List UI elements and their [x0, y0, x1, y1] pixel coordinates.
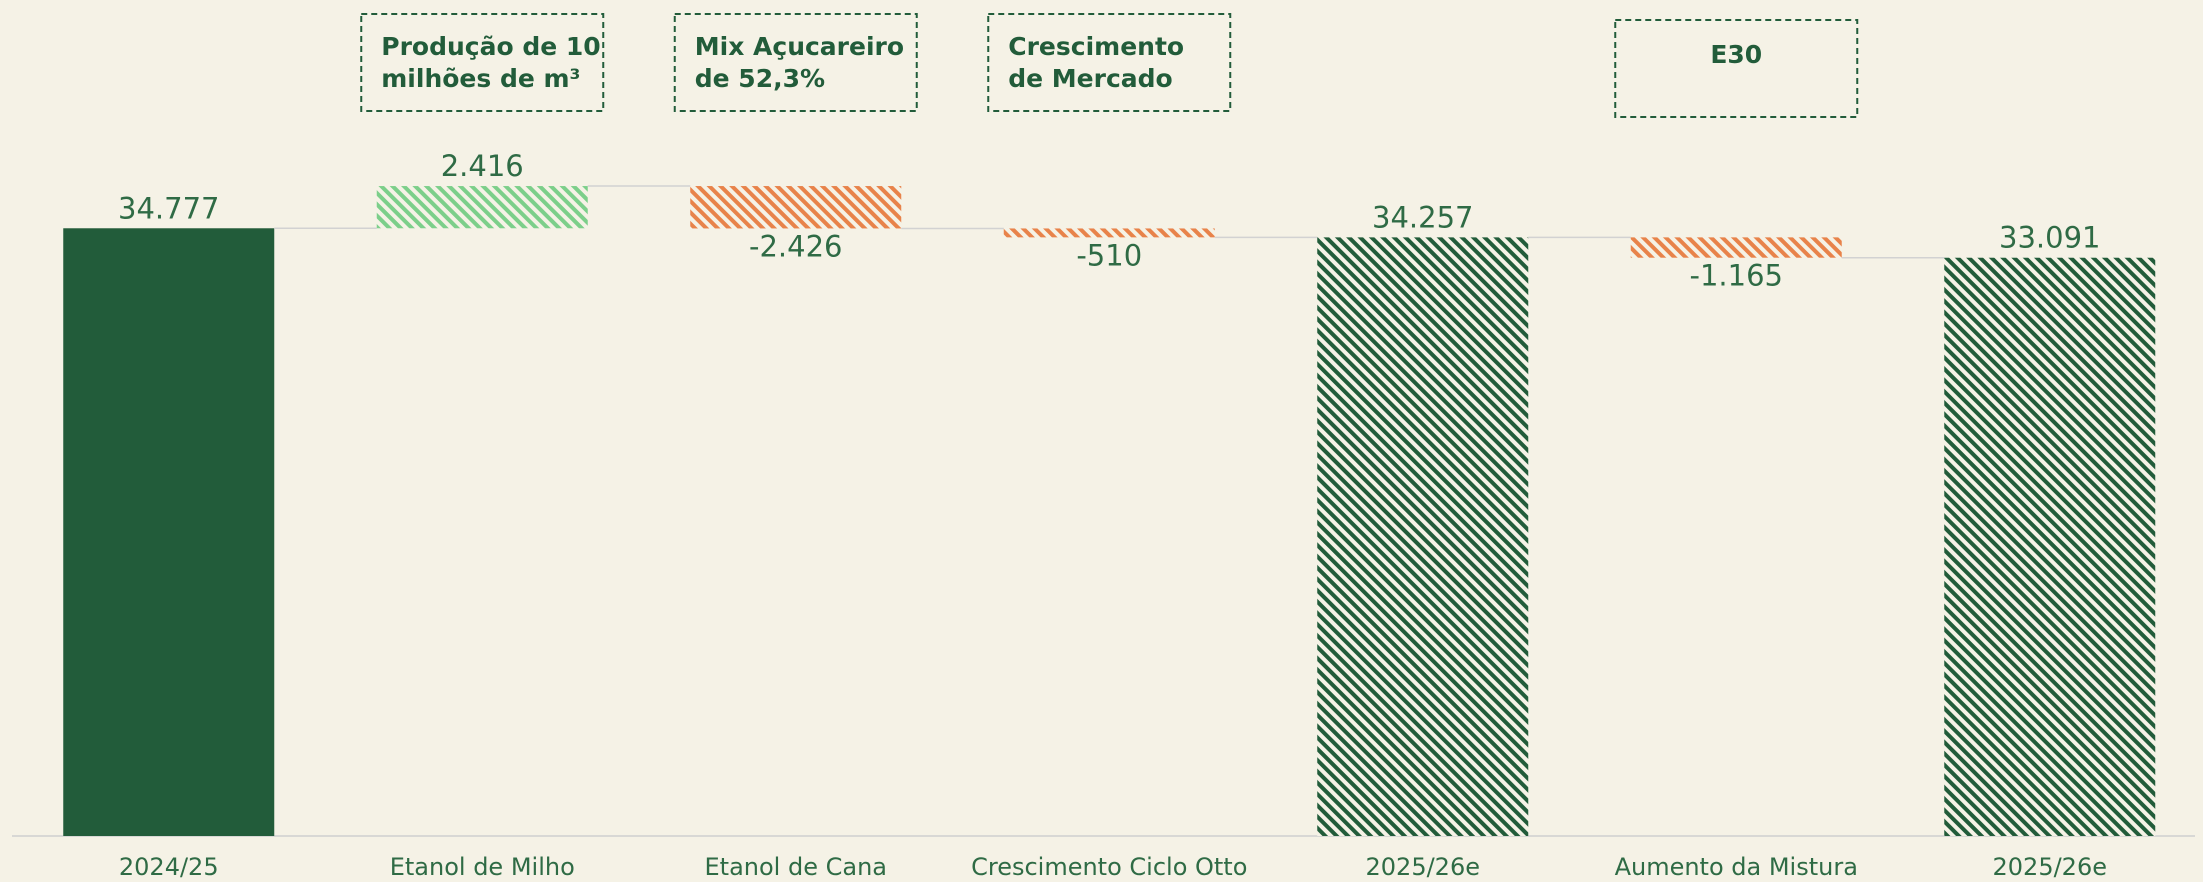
annotation-text: Mix Açucareiro	[695, 32, 904, 61]
bar	[1944, 257, 2156, 837]
x-tick-label: Crescimento Ciclo Otto	[971, 853, 1247, 881]
x-tick-label: Aumento da Mistura	[1615, 853, 1858, 881]
annotation-box	[360, 13, 605, 112]
bar	[63, 228, 275, 837]
bar	[1317, 237, 1529, 836]
value-label: 34.777	[118, 191, 219, 225]
bar	[1003, 228, 1215, 238]
annotation-text: milhões de m³	[381, 64, 580, 93]
x-tick-label: 2025/26e	[1366, 853, 1480, 881]
value-label: 34.257	[1372, 200, 1473, 234]
annotation-text: de 52,3%	[695, 64, 825, 93]
bar	[690, 186, 902, 229]
annotation-box	[1614, 19, 1859, 118]
x-tick-label: 2025/26e	[1993, 853, 2107, 881]
annotation-text: de Mercado	[1008, 64, 1172, 93]
bar	[1630, 237, 1842, 258]
value-label: 33.091	[1999, 221, 2100, 255]
annotation-text: E30	[1710, 40, 1762, 69]
annotation-text: Produção de 10	[381, 32, 600, 61]
annotation-box	[673, 13, 918, 112]
x-tick-label: Etanol de Cana	[705, 853, 887, 881]
value-label: 2.416	[441, 149, 524, 183]
value-label: -1.165	[1690, 259, 1784, 293]
x-tick-label: 2024/25	[119, 853, 219, 881]
x-tick-label: Etanol de Milho	[390, 853, 575, 881]
value-label: -510	[1076, 238, 1142, 272]
annotation-text: Crescimento	[1008, 32, 1184, 61]
annotation-box	[987, 13, 1232, 112]
bar	[376, 186, 588, 229]
value-label: -2.426	[749, 229, 843, 263]
